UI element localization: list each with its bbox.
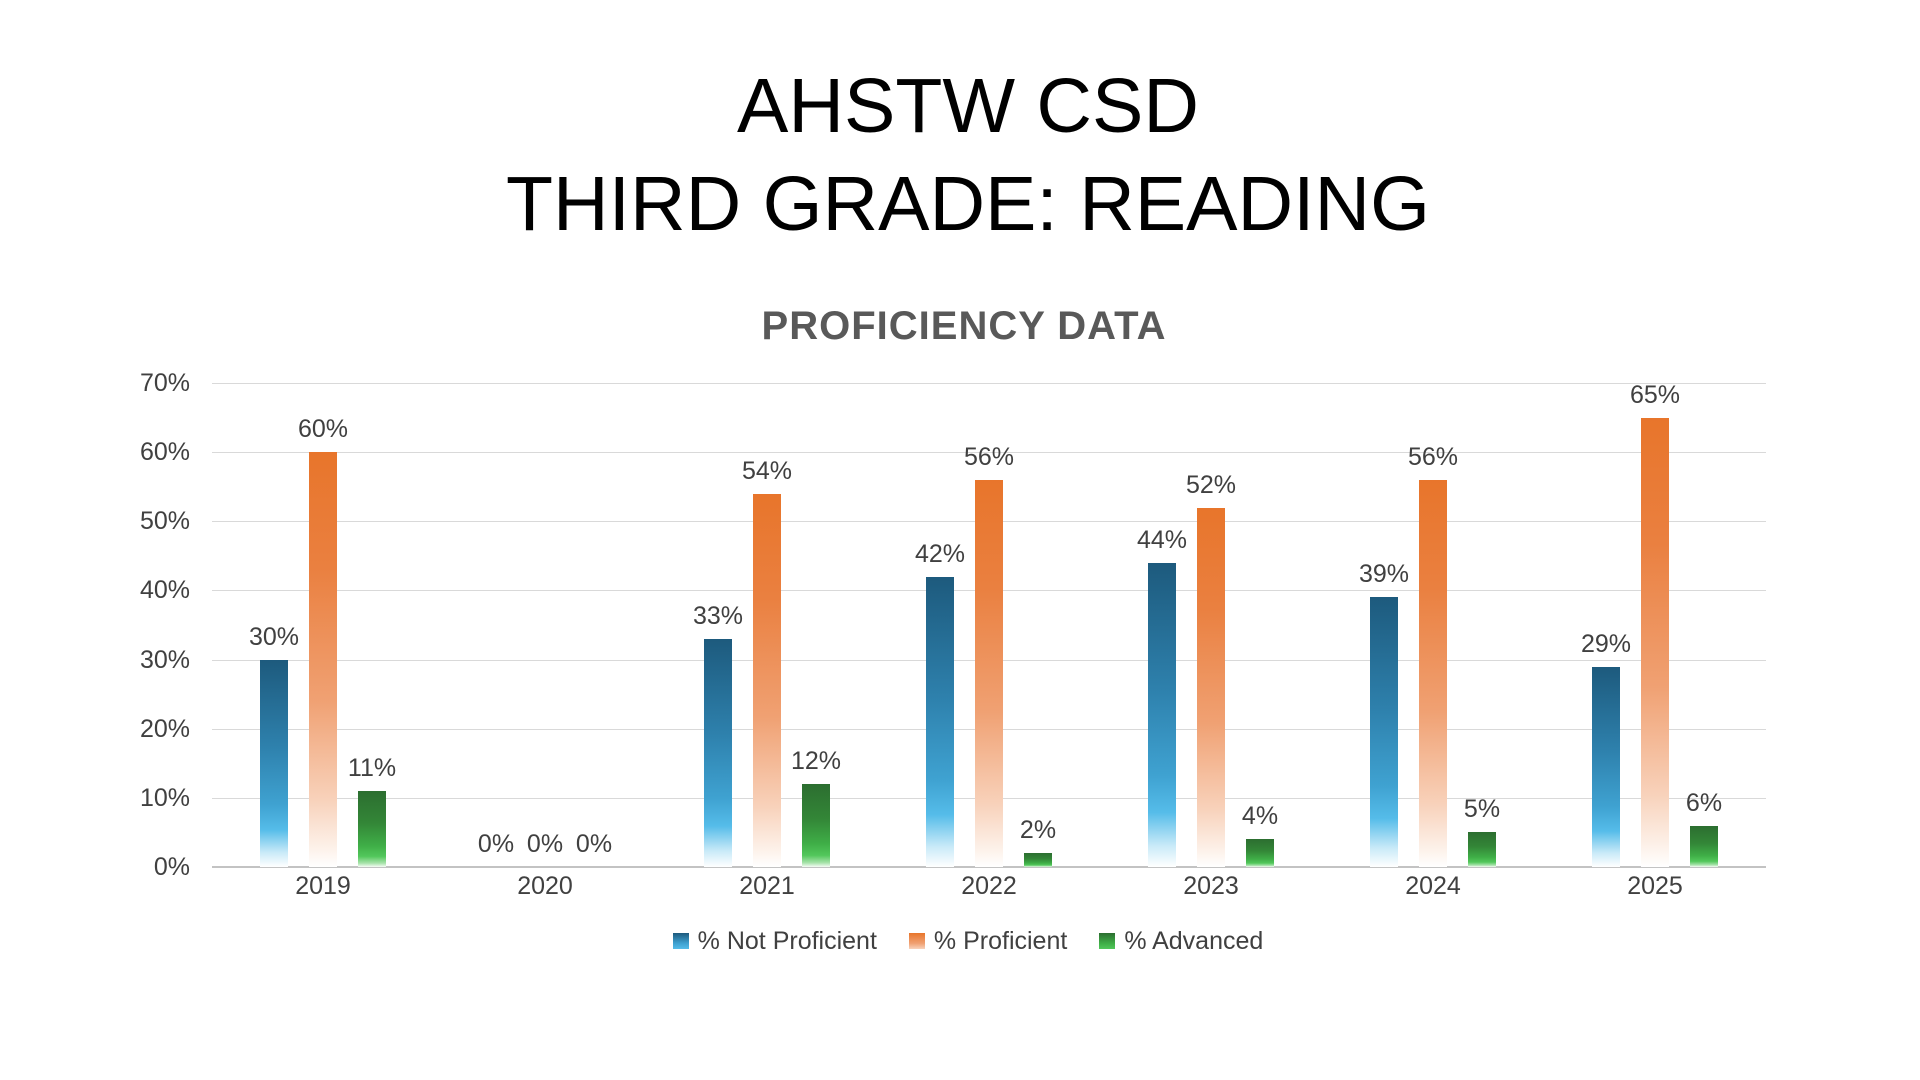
bar-value-label: 60% bbox=[297, 415, 349, 444]
legend-item-advanced: % Advanced bbox=[1099, 926, 1263, 956]
bar-value-label: 56% bbox=[963, 442, 1015, 471]
bar-value-label: 4% bbox=[1241, 802, 1279, 831]
bar-not-proficient-2025 bbox=[1592, 666, 1620, 867]
bar-not-proficient-2022 bbox=[926, 576, 954, 867]
legend-swatch bbox=[672, 933, 689, 949]
bar-proficient-2019 bbox=[309, 452, 337, 867]
legend: % Not Proficient % Proficient % Advanced bbox=[8, 926, 1920, 956]
bar-value-label: 39% bbox=[1358, 560, 1410, 589]
legend-swatch bbox=[1099, 933, 1116, 949]
bar-not-proficient-2021 bbox=[704, 638, 732, 867]
legend-label: % Advanced bbox=[1124, 927, 1264, 955]
x-axis-line bbox=[212, 866, 1766, 868]
bar-value-label: 30% bbox=[248, 622, 300, 651]
bar-proficient-2025 bbox=[1641, 417, 1669, 867]
bar-proficient-2022 bbox=[975, 479, 1003, 867]
bar-proficient-2024 bbox=[1419, 479, 1447, 867]
bar-advanced-2023 bbox=[1246, 839, 1274, 867]
bar-value-label: 52% bbox=[1185, 470, 1237, 499]
bar-advanced-2021 bbox=[802, 784, 830, 867]
bar-advanced-2019 bbox=[358, 790, 386, 867]
y-axis-tick-label: 70% bbox=[139, 369, 190, 397]
bar-value-label: 6% bbox=[1685, 788, 1723, 817]
bar-proficient-2021 bbox=[753, 493, 781, 867]
bar-value-label: 56% bbox=[1407, 442, 1459, 471]
y-axis-tick-label: 20% bbox=[139, 715, 190, 743]
y-axis-tick-label: 10% bbox=[139, 784, 190, 812]
x-axis-tick-label: 2021 bbox=[739, 872, 795, 900]
bar-value-label: 11% bbox=[347, 753, 397, 782]
slide-title-line2: THIRD GRADE: READING bbox=[505, 161, 1431, 247]
chart-title: PROFICIENCY DATA bbox=[761, 304, 1167, 348]
x-axis-tick-label: 2020 bbox=[517, 872, 573, 900]
bar-not-proficient-2023 bbox=[1148, 562, 1176, 867]
bar-advanced-2025 bbox=[1690, 825, 1718, 867]
legend-item-proficient: % Proficient bbox=[908, 926, 1068, 956]
y-axis-tick-label: 0% bbox=[153, 853, 190, 881]
plot-area: 30% 0% 33% 42% 44% 39% 29% 60% 0% 54% 56% 52% 56% 65%… bbox=[212, 380, 1766, 868]
bar-value-label: 0% bbox=[526, 830, 564, 858]
x-axis-tick-label: 2024 bbox=[1405, 872, 1461, 900]
x-axis-tick-label: 2025 bbox=[1627, 872, 1683, 900]
legend-swatch bbox=[908, 933, 925, 949]
bar-value-label: 5% bbox=[1463, 795, 1501, 824]
gridline bbox=[212, 452, 1766, 453]
bar-value-label: 12% bbox=[790, 747, 842, 775]
legend-item-not-proficient: % Not Proficient bbox=[672, 926, 877, 956]
slide-title-line1: AHSTW CSD bbox=[737, 63, 1199, 149]
bar-value-label: 29% bbox=[1580, 629, 1632, 658]
legend-label: % Proficient bbox=[933, 927, 1068, 955]
x-axis-tick-label: 2019 bbox=[295, 872, 351, 900]
bar-value-label: 42% bbox=[914, 539, 966, 568]
gridline bbox=[212, 383, 1766, 384]
y-axis-tick-label: 30% bbox=[139, 646, 190, 674]
bar-proficient-2023 bbox=[1197, 507, 1225, 867]
bar-value-label: 44% bbox=[1136, 525, 1188, 554]
slide-title: AHSTW CSD THIRD GRADE: READING bbox=[8, 57, 1920, 253]
bar-value-label: 0% bbox=[575, 830, 613, 858]
bar-advanced-2024 bbox=[1468, 832, 1496, 867]
y-axis-tick-label: 40% bbox=[139, 576, 190, 604]
x-axis-tick-label: 2022 bbox=[961, 872, 1017, 900]
bar-value-label: 54% bbox=[741, 456, 793, 485]
bar-value-label: 2% bbox=[1019, 816, 1057, 845]
bar-value-label: 65% bbox=[1629, 380, 1681, 409]
bar-value-label: 33% bbox=[692, 601, 744, 630]
bar-not-proficient-2024 bbox=[1370, 597, 1398, 867]
bar-not-proficient-2019 bbox=[260, 659, 288, 867]
x-axis-tick-label: 2023 bbox=[1183, 872, 1239, 900]
bar-value-label: 0% bbox=[477, 830, 515, 858]
y-axis-tick-label: 50% bbox=[139, 507, 190, 535]
y-axis-tick-label: 60% bbox=[139, 438, 190, 466]
legend-label: % Not Proficient bbox=[697, 927, 877, 955]
bar-advanced-2022 bbox=[1024, 853, 1052, 867]
